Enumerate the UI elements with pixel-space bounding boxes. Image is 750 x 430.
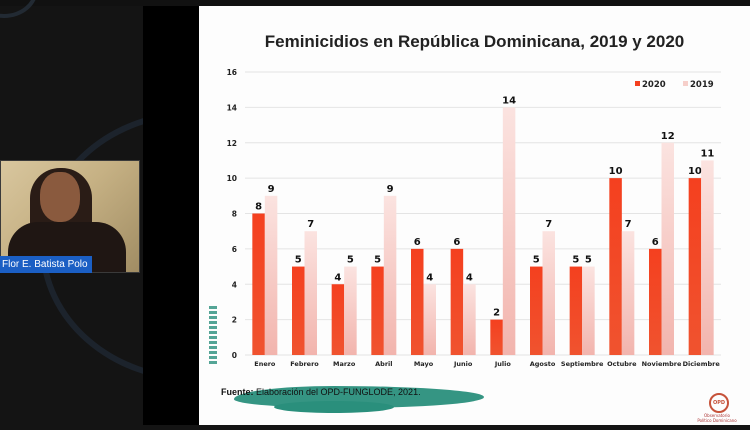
y-tick-label: 0 bbox=[232, 351, 237, 360]
data-label: 6 bbox=[652, 237, 659, 248]
source-text: Elaboración del OPD-FUNGLODE, 2021. bbox=[253, 387, 421, 397]
bar-2020 bbox=[649, 248, 662, 355]
data-label: 7 bbox=[307, 219, 314, 230]
data-label: 9 bbox=[387, 184, 394, 195]
data-label: 8 bbox=[255, 202, 262, 213]
y-tick-label: 10 bbox=[227, 174, 237, 183]
bar-2020 bbox=[252, 213, 265, 355]
opd-logo: OPD Observatorio Político Dominicano bbox=[697, 391, 737, 427]
data-label: 5 bbox=[585, 255, 592, 266]
bar-2019 bbox=[463, 284, 476, 355]
shared-slide: Feminicidios en República Dominicana, 20… bbox=[199, 6, 750, 425]
top-bar bbox=[0, 0, 750, 6]
data-label: 6 bbox=[414, 237, 421, 248]
bar-2020 bbox=[530, 266, 543, 355]
x-tick-label: Diciembre bbox=[683, 360, 721, 368]
bar-2019 bbox=[621, 231, 635, 355]
y-tick-label: 2 bbox=[232, 316, 237, 325]
x-tick-label: Abril bbox=[375, 360, 392, 368]
x-tick-label: Agosto bbox=[530, 360, 556, 368]
bar-2019 bbox=[502, 107, 516, 355]
bar-2020 bbox=[688, 178, 702, 355]
data-label: 5 bbox=[295, 255, 302, 266]
background-arc bbox=[0, 0, 38, 18]
data-label: 11 bbox=[700, 148, 714, 159]
bar-2019 bbox=[344, 266, 357, 355]
logo-mark: OPD bbox=[709, 393, 729, 413]
x-tick-label: Julio bbox=[494, 360, 512, 368]
bar-2020 bbox=[292, 266, 305, 355]
data-label: 7 bbox=[545, 219, 552, 230]
bar-chart: 024681012141689Enero57Febrero45Marzo59Ab… bbox=[227, 68, 721, 368]
y-tick-label: 14 bbox=[227, 103, 237, 112]
data-label: 4 bbox=[426, 272, 433, 283]
x-tick-label: Noviembre bbox=[642, 360, 682, 368]
bar-2019 bbox=[701, 160, 714, 355]
x-tick-label: Octubre bbox=[607, 360, 637, 368]
x-tick-label: Junio bbox=[453, 360, 473, 368]
y-tick-label: 4 bbox=[232, 280, 237, 289]
legend-swatch bbox=[683, 81, 688, 86]
data-label: 6 bbox=[453, 237, 460, 248]
bar-2019 bbox=[661, 142, 674, 355]
data-label: 7 bbox=[625, 219, 632, 230]
legend-label: 2019 bbox=[690, 80, 714, 90]
bar-2019 bbox=[542, 231, 555, 355]
x-tick-label: Septiembre bbox=[561, 360, 604, 368]
bar-2019 bbox=[582, 266, 595, 355]
data-label: 2 bbox=[493, 308, 500, 319]
bar-2020 bbox=[371, 266, 384, 355]
data-label: 5 bbox=[533, 255, 540, 266]
participant-name-tag: Flor E. Batista Polo bbox=[0, 256, 92, 273]
logo-caption: Observatorio Político Dominicano bbox=[697, 413, 737, 423]
data-label: 10 bbox=[688, 166, 702, 177]
legend-swatch bbox=[635, 81, 640, 86]
legend-label: 2020 bbox=[642, 80, 666, 90]
decorative-brush-stroke bbox=[209, 306, 217, 366]
y-tick-label: 8 bbox=[232, 210, 237, 219]
bar-2020 bbox=[411, 248, 424, 355]
bar-2020 bbox=[450, 248, 464, 355]
bar-2020 bbox=[609, 178, 622, 355]
data-label: 4 bbox=[466, 272, 473, 283]
chart-title: Feminicidios en República Dominicana, 20… bbox=[264, 32, 685, 51]
x-tick-label: Marzo bbox=[333, 360, 356, 368]
source-note: Fuente: Elaboración del OPD-FUNGLODE, 20… bbox=[221, 387, 421, 397]
y-tick-label: 12 bbox=[227, 139, 237, 148]
bar-2020 bbox=[331, 284, 345, 355]
participant-face bbox=[40, 172, 80, 222]
decorative-brush-stroke bbox=[274, 401, 394, 413]
x-tick-label: Mayo bbox=[414, 360, 434, 368]
x-tick-label: Enero bbox=[254, 360, 276, 368]
data-label: 12 bbox=[661, 131, 675, 142]
screen-share-margin bbox=[143, 6, 199, 425]
bar-2019 bbox=[304, 231, 317, 355]
x-tick-label: Febrero bbox=[290, 360, 319, 368]
data-label: 4 bbox=[334, 272, 341, 283]
bar-2019 bbox=[383, 195, 397, 355]
bar-2020 bbox=[490, 319, 503, 355]
source-label: Fuente: bbox=[221, 387, 254, 397]
data-label: 10 bbox=[609, 166, 623, 177]
data-label: 5 bbox=[572, 255, 579, 266]
data-label: 14 bbox=[502, 95, 516, 106]
y-tick-label: 16 bbox=[227, 68, 237, 77]
data-label: 5 bbox=[347, 255, 354, 266]
data-label: 5 bbox=[374, 255, 381, 266]
y-tick-label: 6 bbox=[232, 245, 237, 254]
data-label: 9 bbox=[268, 184, 275, 195]
bar-2020 bbox=[569, 266, 583, 355]
bar-2019 bbox=[264, 195, 278, 355]
bar-2019 bbox=[423, 284, 436, 355]
